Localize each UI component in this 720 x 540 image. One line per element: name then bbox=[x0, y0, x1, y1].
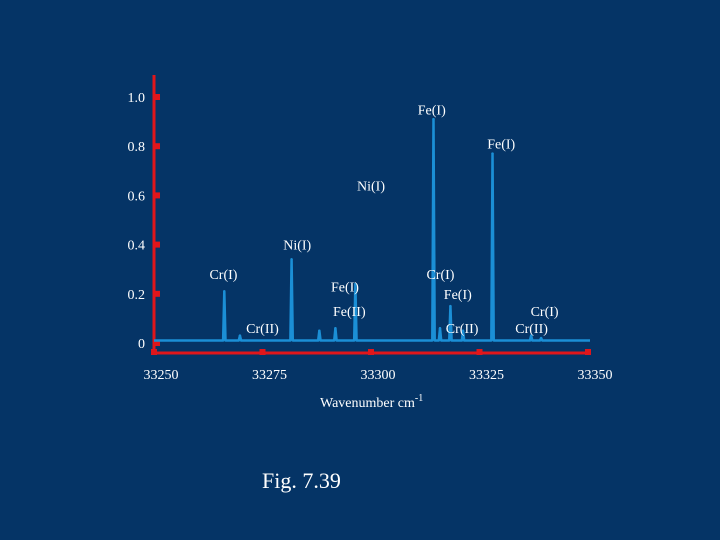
spectrum-peak bbox=[491, 152, 494, 155]
peak-label: Ni(I) bbox=[283, 239, 311, 254]
y-tick-mark bbox=[155, 143, 160, 150]
figure-caption: Fig. 7.39 bbox=[262, 468, 341, 493]
x-tick-mark bbox=[476, 349, 483, 355]
chart-axes: 0 0.2 0.4 0.6 0.8 1.0 33250 33275 33300 33325 3335… bbox=[128, 75, 613, 383]
spectrum-peak bbox=[334, 327, 337, 330]
peak-label: Cr(II) bbox=[246, 322, 279, 337]
y-tick-label: 0.6 bbox=[128, 189, 146, 204]
peak-label: Fe(I) bbox=[418, 103, 446, 118]
x-tick-mark bbox=[585, 349, 591, 355]
peak-label: Cr(II) bbox=[515, 322, 548, 337]
x-tick-mark bbox=[259, 349, 266, 355]
spectrum-peak bbox=[223, 290, 226, 293]
y-tick-label: 0 bbox=[138, 337, 145, 352]
spectrum-peak bbox=[438, 327, 442, 330]
peak-annotations: Fe(I) Fe(I) Ni(I) Ni(I) Cr(I) Cr(I) Fe(I) Fe(I)… bbox=[209, 103, 558, 337]
peak-label: Fe(I) bbox=[487, 138, 515, 153]
peak-label: Fe(I) bbox=[444, 288, 472, 303]
peak-label: Cr(I) bbox=[426, 268, 454, 283]
y-tick-label: 1.0 bbox=[128, 91, 146, 106]
y-tick-mark bbox=[155, 94, 160, 100]
x-tick-label: 33275 bbox=[252, 368, 287, 383]
x-tick-label: 33350 bbox=[578, 368, 613, 383]
spectrum-line bbox=[154, 117, 590, 342]
spectrum-peak bbox=[461, 329, 465, 332]
spectrum-peak bbox=[354, 282, 357, 286]
y-tick-mark bbox=[155, 241, 160, 248]
spectrum-peak bbox=[290, 258, 293, 261]
peak-label: Cr(I) bbox=[531, 305, 559, 320]
x-axis-title: Wavenumber cm-1 bbox=[320, 393, 423, 411]
x-axis-title-superscript: -1 bbox=[415, 393, 423, 404]
spectrum-peak bbox=[529, 334, 533, 337]
peak-label: Cr(I) bbox=[209, 268, 237, 283]
peak-label: Ni(I) bbox=[357, 180, 385, 195]
peak-label: Cr(II) bbox=[446, 322, 479, 337]
y-tick-mark bbox=[155, 192, 160, 199]
spectrum-peak bbox=[539, 336, 543, 340]
y-tick-label: 0.8 bbox=[128, 140, 146, 155]
spectrum-series bbox=[154, 117, 590, 342]
x-tick-mark bbox=[368, 349, 374, 355]
x-tick-label: 33300 bbox=[361, 368, 396, 383]
x-tick-mark bbox=[151, 349, 157, 355]
spectrum-peak bbox=[238, 334, 242, 337]
y-tick-label: 0.2 bbox=[128, 288, 146, 303]
x-tick-label: 33325 bbox=[469, 368, 504, 383]
y-tick-mark bbox=[155, 340, 160, 346]
y-tick-mark bbox=[155, 290, 160, 297]
spectrum-peak bbox=[432, 117, 435, 121]
y-tick-label: 0.4 bbox=[128, 239, 146, 254]
spectrum-peak bbox=[318, 329, 321, 332]
peak-label: Fe(II) bbox=[333, 305, 366, 320]
x-axis-title-main: Wavenumber cm bbox=[320, 396, 415, 411]
peak-label: Fe(I) bbox=[331, 280, 359, 295]
spectrum-peak bbox=[449, 304, 452, 308]
x-tick-label: 33250 bbox=[144, 368, 179, 383]
